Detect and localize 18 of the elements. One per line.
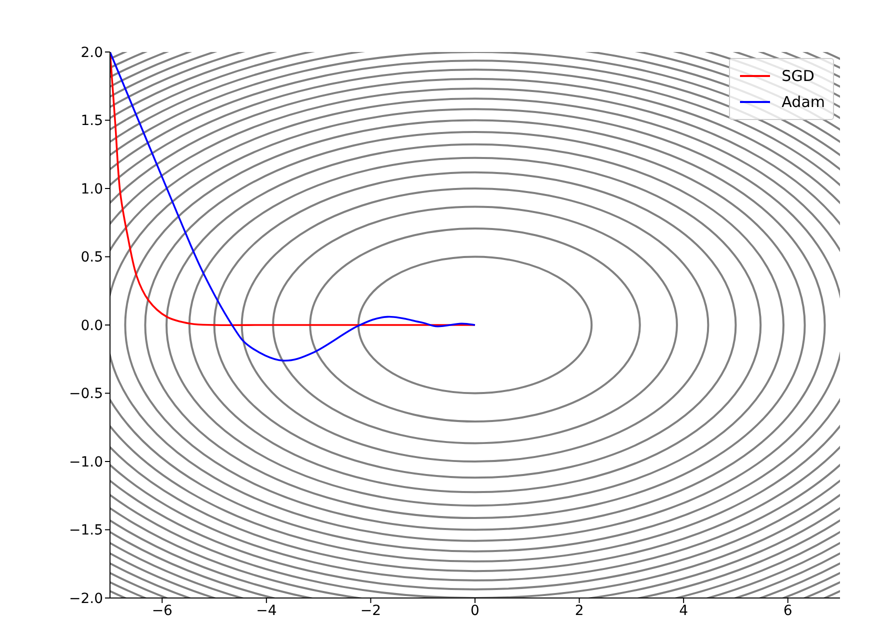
- legend-label: Adam: [782, 93, 825, 111]
- x-tick-label: 0: [470, 602, 480, 619]
- y-tick-label: 0.5: [80, 250, 103, 266]
- y-tick-label: 0.0: [80, 318, 103, 334]
- x-tick-label: 2: [574, 602, 584, 619]
- y-tick-label: −1.0: [69, 454, 103, 470]
- y-tick-label: −2.0: [69, 590, 103, 607]
- y-tick-label: 2.0: [80, 44, 103, 61]
- legend-label: SGD: [782, 67, 814, 85]
- y-tick-label: −0.5: [69, 386, 103, 402]
- y-tick-label: 1.0: [80, 181, 103, 198]
- x-tick-label: 4: [679, 602, 688, 619]
- y-tick-label: 1.5: [80, 113, 103, 130]
- x-tick-label: 6: [783, 602, 792, 619]
- x-tick-label: −6: [152, 602, 173, 619]
- x-tick-label: −2: [360, 602, 382, 619]
- y-tick-label: −1.5: [69, 522, 103, 539]
- x-tick-label: −4: [256, 602, 277, 619]
